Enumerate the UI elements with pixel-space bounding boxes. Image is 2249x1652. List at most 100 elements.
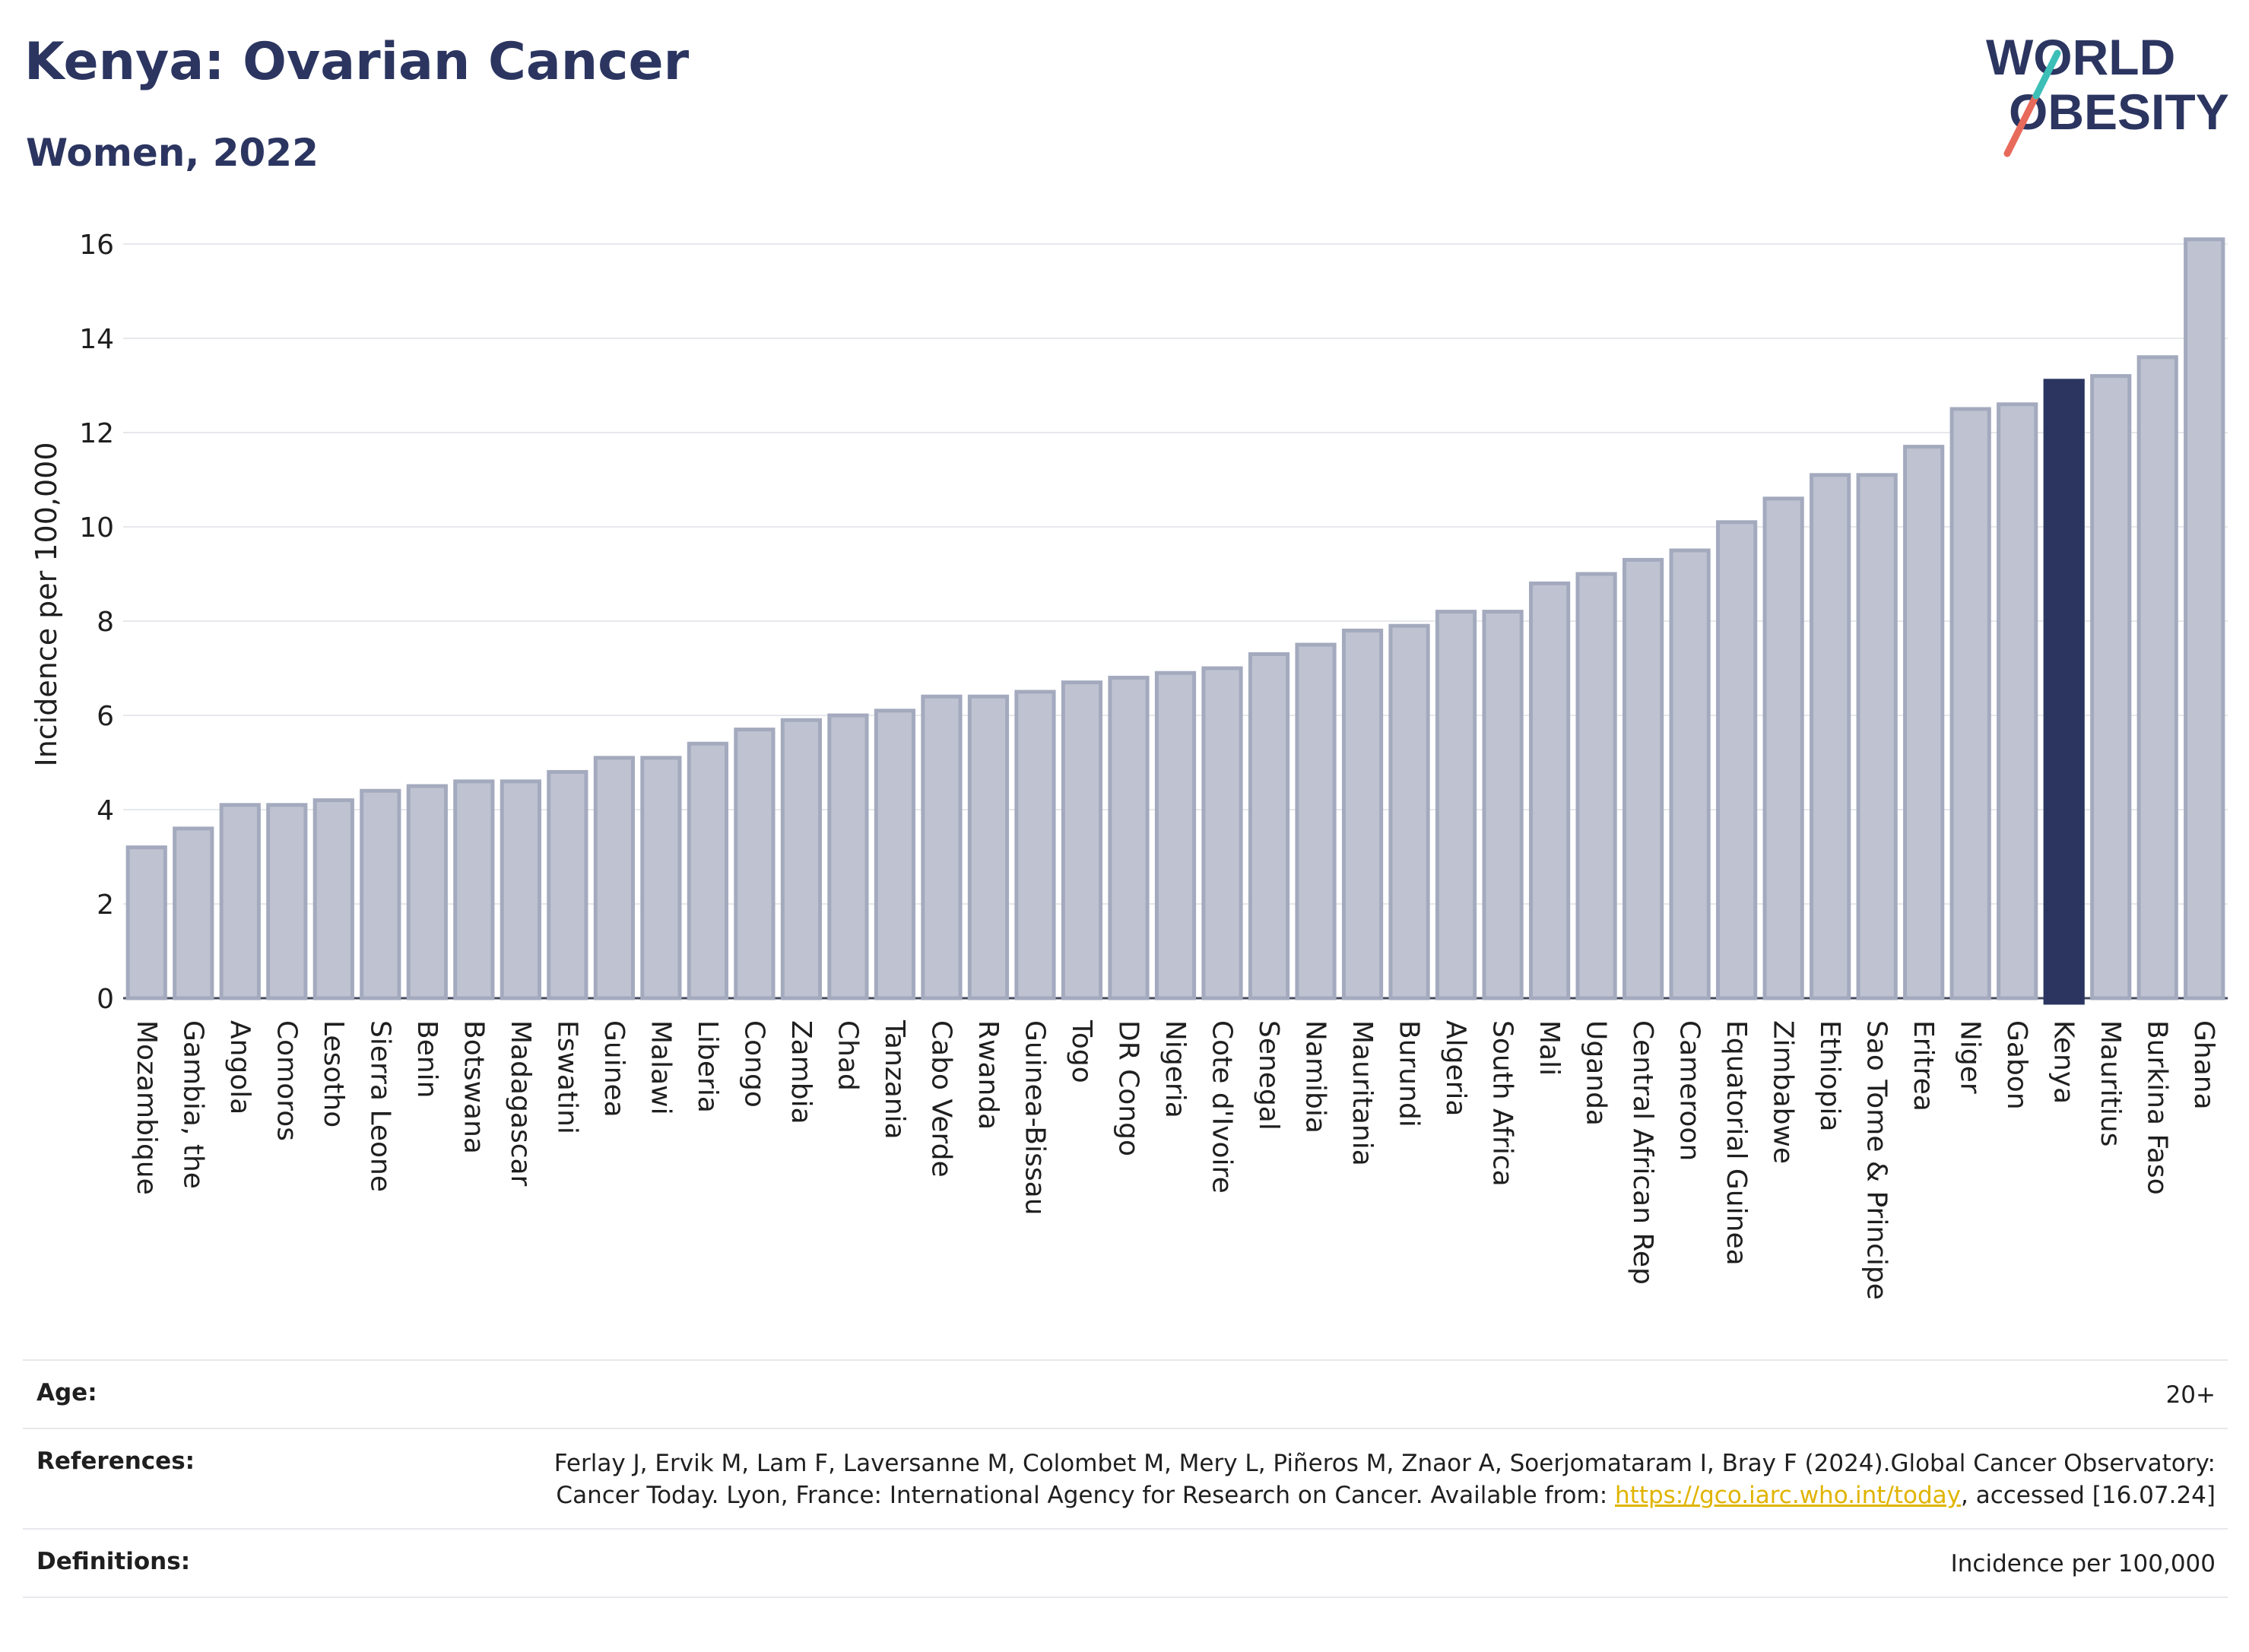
bar-gabon [1997, 402, 2038, 1000]
x-tick-label: Nigeria [1159, 1020, 1191, 1118]
logo-slash-red [2003, 92, 2040, 157]
bar-comoros [266, 803, 308, 1000]
x-tick-label: Equatorial Guinea [1721, 1020, 1752, 1266]
bar-congo [734, 728, 776, 1000]
bar-cabo-verde [921, 694, 963, 1000]
x-tick-label: Botswana [458, 1020, 489, 1154]
definitions-value: Incidence per 100,000 [1950, 1550, 2216, 1577]
bar-central-african-rep [1623, 557, 1664, 1000]
x-tick-label: Namibia [1300, 1020, 1331, 1134]
x-tick-label: Ghana [2188, 1020, 2219, 1110]
x-tick-label: Benin [411, 1020, 443, 1098]
x-tick-label: Cameroon [1674, 1020, 1705, 1161]
bar-togo [1061, 680, 1103, 1000]
bar-botswana [453, 779, 495, 1000]
bar-ethiopia [1810, 473, 1851, 1000]
bar-gambia-the [173, 826, 214, 1000]
x-tick-label: Kenya [2048, 1020, 2079, 1104]
y-axis-label: Incidence per 100,000 [30, 442, 63, 766]
x-tick-label: Cote d'Ivoire [1207, 1020, 1238, 1194]
x-tick-label: Mauritius [2095, 1020, 2126, 1146]
x-tick-label: Senegal [1253, 1020, 1284, 1130]
x-tick-label: Mauritania [1347, 1020, 1378, 1166]
bar-benin [406, 784, 448, 1000]
y-tick-label: 16 [79, 230, 114, 261]
bar-zambia [780, 718, 823, 1000]
bar-madagascar [500, 779, 541, 1000]
logo-slash-teal [2032, 49, 2061, 100]
x-tick-label: Uganda [1581, 1020, 1612, 1126]
bar-mozambique [125, 845, 167, 1000]
footer-row-references: References: Ferlay J, Ervik M, Lam F, La… [23, 1428, 2228, 1528]
x-tick-label: Cabo Verde [925, 1020, 956, 1178]
bar-algeria [1435, 610, 1477, 1000]
x-tick-label: Mali [1534, 1020, 1565, 1076]
age-value: 20+ [2165, 1381, 2216, 1409]
definitions-label: Definitions: [36, 1548, 191, 1575]
bar-zimbabwe [1762, 496, 1804, 1000]
bar-lesotho [312, 798, 354, 1000]
bar-eswatini [547, 769, 588, 1000]
world-obesity-logo: WORLD OBESITY [1986, 29, 2229, 157]
references-text: Ferlay J, Ervik M, Lam F, Laversanne M, … [554, 1450, 2216, 1509]
y-tick-label: 10 [79, 512, 114, 544]
x-tick-label: Angola [224, 1020, 255, 1115]
x-tick-label: Sierra Leone [364, 1020, 395, 1192]
y-tick-label: 12 [79, 418, 114, 449]
y-tick-labels: 0 2 4 6 8 10 12 14 16 [79, 230, 114, 1015]
x-tick-label: Zambia [785, 1020, 817, 1124]
bar-burkina-faso [2136, 355, 2178, 1000]
x-tick-label: Guinea-Bissau [1019, 1020, 1050, 1216]
bar-cameroon [1669, 548, 1711, 1000]
references-value: Ferlay J, Ervik M, Lam F, Laversanne M, … [467, 1447, 2216, 1511]
bar-south-africa [1482, 610, 1524, 1000]
bar-ghana [2184, 237, 2225, 1000]
x-tick-label: Ethiopia [1814, 1020, 1845, 1132]
footer-row-definitions: Definitions: Incidence per 100,000 [23, 1528, 2228, 1598]
bar-mauritania [1341, 628, 1384, 1000]
bar-guinea [593, 756, 635, 1000]
references-link[interactable]: https://gco.iarc.who.int/today [1615, 1482, 1961, 1509]
x-tick-label: Chad [832, 1020, 863, 1091]
bar-burundi [1388, 623, 1430, 1000]
age-label: Age: [36, 1379, 97, 1406]
x-tick-label: Central African Rep [1627, 1020, 1658, 1285]
bar-niger [1949, 407, 1991, 1000]
x-tick-label: Comoros [271, 1020, 302, 1141]
x-tick-label: Niger [1955, 1020, 1986, 1094]
x-tick-label: Rwanda [972, 1020, 1004, 1130]
x-tick-label: Gambia, the [177, 1020, 208, 1189]
bar-angola [219, 803, 261, 1000]
x-tick-label: Burkina Faso [2142, 1020, 2173, 1195]
bar-sao-tome-principe [1856, 473, 1898, 1000]
bar-mauritius [2090, 374, 2132, 1000]
page-title: Kenya: Ovarian Cancer [24, 32, 690, 92]
x-tick-label: Sao Tome & Principe [1861, 1020, 1892, 1300]
bar-tanzania [874, 709, 916, 1000]
bars [125, 237, 2225, 1005]
y-tick-label: 2 [97, 889, 114, 921]
x-tick-label: Congo [738, 1020, 769, 1108]
bar-senegal [1248, 652, 1290, 1000]
y-tick-label: 14 [79, 324, 114, 355]
bar-nigeria [1154, 671, 1197, 1000]
bar-chart: 0 2 4 6 8 10 12 14 16 Mozambique Gambia, the Angol… [30, 230, 2228, 1300]
bar-sierra-leone [360, 788, 401, 1000]
x-tick-label: Madagascar [505, 1020, 536, 1187]
bar-uganda [1575, 572, 1617, 1000]
references-accessed: , accessed [16.07.24] [1960, 1482, 2216, 1509]
x-tick-label: Lesotho [318, 1020, 349, 1127]
y-tick-label: 8 [97, 607, 114, 638]
bar-mali [1528, 581, 1571, 1000]
x-tick-label: Guinea [598, 1020, 630, 1118]
x-tick-label: Algeria [1440, 1020, 1471, 1117]
bar-rwanda [967, 694, 1010, 1000]
logo-text-line2: OBESITY [2009, 84, 2229, 140]
x-tick-label: DR Congo [1112, 1020, 1144, 1156]
y-tick-label: 0 [97, 984, 114, 1015]
x-tick-label: Zimbabwe [1768, 1020, 1799, 1164]
references-label: References: [36, 1447, 195, 1475]
x-tick-label: Togo [1066, 1019, 1097, 1083]
page-subtitle: Women, 2022 [26, 131, 319, 175]
x-tick-label: South Africa [1487, 1020, 1518, 1187]
